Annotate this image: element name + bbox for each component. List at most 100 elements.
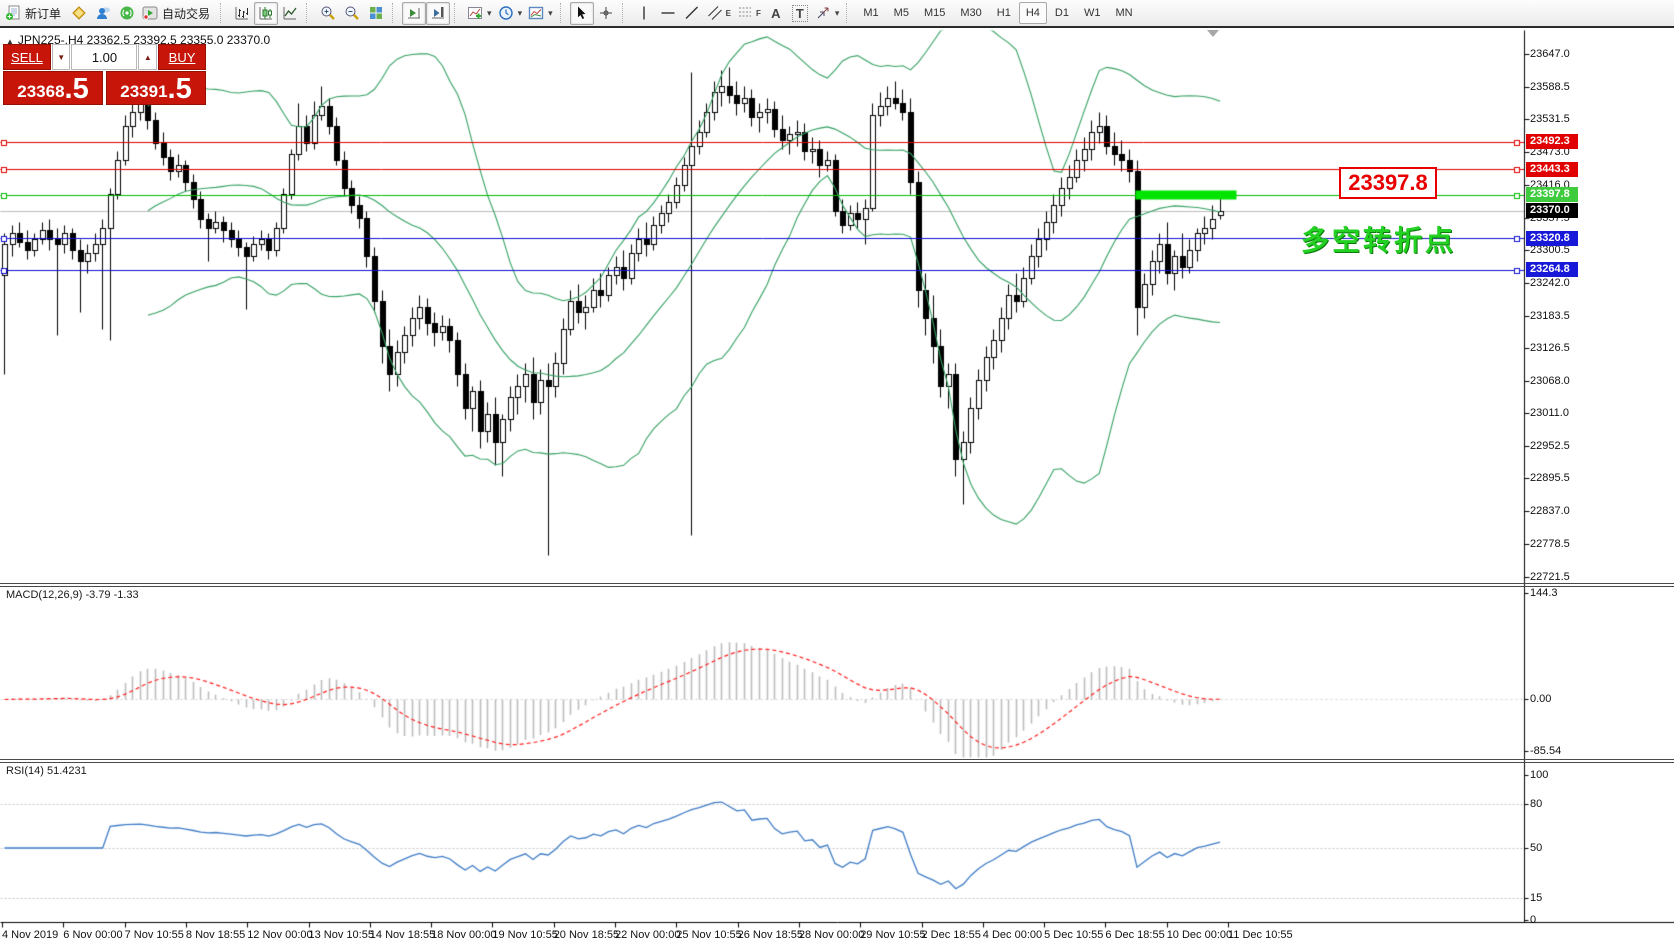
sell-price-box[interactable]: 23368.5	[3, 71, 103, 105]
auto-scroll-button[interactable]	[402, 1, 427, 25]
indicators-icon	[468, 7, 483, 19]
timeframe-h1-button[interactable]: H1	[996, 7, 1011, 19]
price-tag: 23443.3	[1526, 161, 1578, 177]
zoom-out-button[interactable]	[340, 2, 364, 25]
trendline-button[interactable]	[680, 2, 704, 25]
timeframe-m15-button[interactable]: M15	[923, 7, 946, 19]
templates-dropdown-caret[interactable]: ▾	[548, 7, 553, 18]
time-tick-label: 26 Nov 18:55	[737, 929, 804, 941]
price-tick-label: 23242.0	[1530, 276, 1570, 289]
timeframe-toolbar: M1 M5 M15 M30 H1 H4 D1 W1 MN	[856, 2, 1139, 24]
panel-separator[interactable]	[0, 759, 1674, 760]
rsi-axis-label: 100	[1530, 769, 1549, 781]
turning-point-annotation[interactable]: 多空转折点	[1301, 225, 1457, 256]
indicators-dropdown-caret[interactable]: ▾	[487, 7, 492, 18]
horizontal-line-button[interactable]	[656, 2, 680, 25]
periods-button[interactable]: ▾	[495, 2, 526, 25]
templates-icon	[528, 6, 544, 20]
time-tick-label: 11 Dec 10:55	[1228, 929, 1293, 941]
volume-down-button[interactable]: ▼	[51, 44, 71, 70]
buy-button[interactable]: BUY	[158, 44, 206, 70]
price-tick-label: 23126.5	[1530, 341, 1570, 354]
label-tool-glyph: T	[791, 4, 808, 22]
chart-shift-marker[interactable]	[1207, 30, 1219, 37]
rsi-axis-label: 15	[1530, 892, 1543, 905]
panel-separator[interactable]	[0, 762, 1674, 763]
toolbar: 新订单 自动交易	[0, 0, 1674, 28]
indicators-button[interactable]: ▾	[464, 2, 495, 25]
volume-input[interactable]	[71, 44, 138, 70]
timeframe-m30-button[interactable]: M30	[960, 7, 982, 19]
signals-button[interactable]	[115, 2, 139, 25]
templates-button[interactable]: ▾	[525, 2, 556, 25]
price-tick-label: 23300.5	[1530, 243, 1570, 256]
timeframe-m1-button[interactable]: M1	[863, 7, 879, 19]
macd-axis-label: -85.54	[1530, 745, 1562, 757]
sell-button[interactable]: SELL	[3, 44, 51, 70]
sell-price-main: 23368	[17, 82, 65, 101]
time-tick-label: 6 Nov 00:00	[63, 929, 123, 941]
rsi-axis-label: 50	[1530, 841, 1543, 854]
autotrading-button[interactable]: 自动交易	[139, 2, 216, 25]
crosshair-icon	[599, 7, 612, 19]
rsi-axis-label: 0	[1530, 914, 1537, 926]
community-button[interactable]	[91, 2, 115, 25]
panel-separator[interactable]	[0, 586, 1674, 587]
time-tick-label: 7 Nov 10:55	[124, 929, 184, 941]
chart-title: ▲ JPN225-,H4 23362.5 23392.5 23355.0 2337…	[6, 33, 270, 47]
chart-shift-icon	[432, 7, 445, 19]
cursor-button[interactable]	[569, 1, 594, 25]
tile-windows-icon	[370, 7, 383, 19]
price-tag: 23370.0	[1526, 203, 1578, 219]
fibonacci-button[interactable]: F	[734, 2, 764, 25]
timeframe-w1-button[interactable]: W1	[1083, 7, 1101, 19]
arrows-button[interactable]: ▾	[812, 2, 843, 25]
price-tag: 23397.8	[1526, 187, 1578, 203]
vertical-line-button[interactable]	[632, 2, 656, 25]
toolbar-separator	[392, 3, 399, 23]
line-chart-button[interactable]	[278, 2, 302, 25]
time-tick-label: 4 Nov 2019	[2, 929, 59, 941]
periods-dropdown-caret[interactable]: ▾	[517, 7, 523, 18]
text-button[interactable]: A	[764, 2, 788, 25]
timeframe-mn-button[interactable]: MN	[1115, 7, 1133, 19]
zoom-out-icon	[345, 6, 359, 20]
zoom-in-button[interactable]	[316, 2, 340, 25]
macd-axis-label: 144.3	[1530, 587, 1558, 599]
label-button[interactable]: T	[788, 2, 812, 25]
oneclick-collapse-arrow[interactable]: ▲	[6, 37, 14, 46]
channel-button[interactable]: E	[704, 2, 734, 25]
rsi-indicator-label: RSI(14) 51.4231	[6, 765, 87, 777]
time-tick-label: 19 Nov 10:55	[492, 929, 558, 941]
timeframe-h4-button[interactable]: H4	[1018, 2, 1047, 24]
text-tool-glyph: A	[771, 5, 781, 21]
timeframe-d1-button[interactable]: D1	[1054, 7, 1069, 19]
candlestick-chart-button[interactable]	[254, 1, 279, 25]
fibonacci-icon	[738, 7, 751, 17]
tile-windows-button[interactable]	[364, 2, 388, 25]
time-tick-label: 5 Dec 10:55	[1044, 929, 1104, 941]
time-tick-label: 12 Nov 00:00	[247, 929, 313, 941]
timeframe-m5-button[interactable]: M5	[893, 7, 909, 19]
sell-price-frac: .5	[64, 73, 89, 105]
volume-up-button[interactable]: ▲	[138, 44, 158, 70]
time-tick-label: 13 Nov 10:55	[308, 929, 374, 941]
zoom-in-icon	[321, 6, 335, 20]
channel-icon	[707, 6, 722, 20]
price-tick-label: 22952.5	[1530, 440, 1570, 453]
chart-shift-button[interactable]	[426, 1, 451, 25]
bar-chart-button[interactable]	[230, 2, 254, 25]
new-order-button[interactable]: 新订单	[2, 2, 67, 25]
metaeditor-button[interactable]	[67, 2, 91, 25]
buy-price-box[interactable]: 23391.5	[106, 71, 206, 105]
signals-icon	[120, 6, 134, 20]
time-tick-label: 29 Nov 10:55	[860, 929, 926, 941]
toolbar-separator	[220, 3, 227, 23]
crosshair-button[interactable]	[594, 2, 618, 25]
price-annotation-box[interactable]: 23397.8	[1339, 167, 1437, 199]
toolbar-separator	[559, 3, 567, 23]
time-tick-label: 18 Nov 00:00	[431, 929, 497, 941]
panel-separator[interactable]	[0, 583, 1674, 584]
arrows-dropdown-caret[interactable]: ▾	[834, 7, 840, 18]
